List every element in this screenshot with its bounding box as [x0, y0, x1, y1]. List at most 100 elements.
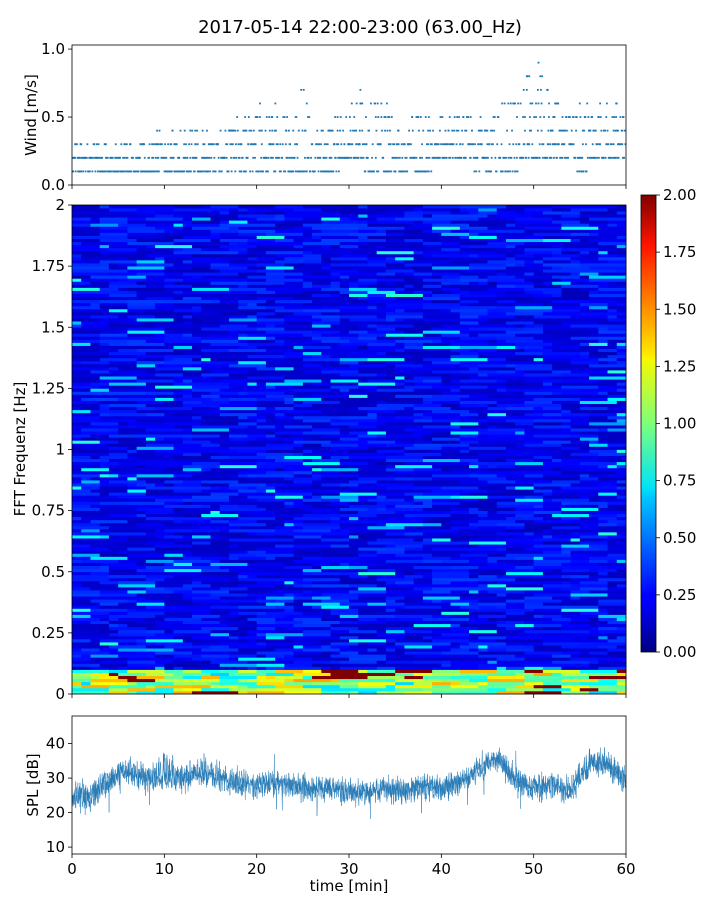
fft-cell	[136, 467, 165, 472]
fft-cell	[302, 247, 313, 252]
wind-y-ticks: 0.00.51.0	[41, 40, 72, 194]
fft-cell	[99, 452, 110, 456]
fft-cell	[275, 406, 294, 411]
fft-cell	[72, 412, 101, 417]
fft-cell	[284, 281, 304, 285]
fft-cell	[210, 684, 230, 689]
fft-cell	[598, 379, 627, 383]
fft-cell	[219, 553, 230, 557]
fft-cell	[496, 532, 525, 536]
fft-cell	[422, 315, 433, 319]
wind-point	[275, 143, 278, 146]
fft-cell	[192, 315, 230, 319]
fft-cell	[469, 376, 479, 380]
fft-cell	[164, 528, 193, 533]
fft-cell	[182, 437, 193, 441]
fft-cell	[108, 458, 138, 463]
fft-cell	[164, 421, 202, 426]
wind-point	[254, 156, 256, 159]
fft-cell	[598, 241, 627, 246]
fft-cell	[376, 501, 415, 505]
fft-cell	[542, 269, 581, 273]
wind-point	[470, 143, 473, 146]
fft-cell	[284, 614, 322, 618]
fft-cell	[118, 617, 147, 621]
fft-cell	[542, 498, 553, 502]
fft-cell	[265, 635, 285, 640]
fft-cell	[256, 480, 294, 484]
fft-cell	[182, 275, 193, 279]
fft-cell	[99, 232, 128, 236]
fft-cell	[182, 538, 193, 542]
fft-cell	[173, 660, 202, 664]
fft-cell	[561, 467, 581, 472]
fft-cell	[182, 669, 202, 673]
fft-cell	[505, 360, 544, 365]
fft-cell	[561, 602, 571, 606]
fft-cell	[265, 535, 276, 539]
wind-point	[303, 170, 306, 173]
wind-point	[381, 129, 383, 132]
fft-cell	[256, 397, 285, 401]
fft-cell	[90, 620, 110, 625]
fft-cell	[99, 660, 128, 664]
fft-cell	[422, 538, 433, 542]
fft-cell	[247, 302, 258, 307]
wind-point	[270, 156, 273, 159]
fft-cell	[395, 519, 424, 524]
fft-cell	[478, 486, 507, 490]
wind-point	[353, 129, 356, 132]
fft-cell	[238, 290, 258, 294]
fft-cell	[321, 541, 331, 545]
fft-cell	[284, 263, 304, 267]
wind-point	[615, 102, 618, 105]
fft-cell	[173, 458, 202, 463]
fft-cell	[441, 632, 470, 637]
fft-cell	[542, 394, 581, 398]
fft-cell	[330, 272, 341, 276]
fft-cell	[552, 431, 581, 435]
fft-cell	[579, 263, 608, 267]
fft-cell	[99, 590, 128, 594]
fft-cell	[496, 400, 525, 405]
fft-cell	[358, 385, 378, 389]
fft-cell	[561, 421, 590, 426]
fft-cell	[247, 660, 276, 664]
fft-cell	[385, 620, 415, 625]
fft-cell	[155, 492, 174, 496]
fft-cell	[155, 678, 184, 683]
wind-point	[604, 156, 607, 159]
wind-point	[177, 170, 180, 173]
fft-cell	[339, 516, 350, 521]
fft-cell	[302, 593, 322, 597]
fft-cell	[72, 504, 91, 508]
fft-cell	[339, 483, 359, 487]
fft-cell	[524, 260, 535, 264]
fft-cell	[99, 599, 128, 603]
fft-cell	[616, 480, 627, 484]
fft-cell	[173, 590, 193, 594]
fft-cell	[173, 425, 193, 429]
fft-cell	[321, 406, 359, 411]
fft-cell	[164, 278, 184, 282]
wind-point	[274, 102, 277, 105]
fft-cell	[422, 244, 461, 249]
fft-cell	[552, 596, 571, 600]
fft-cell	[598, 614, 627, 618]
fft-cell	[552, 293, 562, 298]
wind-point	[271, 129, 274, 132]
fft-cell	[90, 366, 110, 371]
fft-cell	[293, 421, 331, 426]
fft-cell	[192, 611, 211, 615]
fft-cell	[404, 330, 424, 334]
wind-point	[191, 129, 194, 132]
wind-point	[541, 143, 544, 146]
fft-cell	[561, 443, 590, 447]
fft-cell	[312, 590, 350, 594]
wind-point	[314, 156, 317, 159]
fft-cell	[570, 532, 590, 536]
fft-cell	[265, 299, 276, 304]
fft-cell	[265, 654, 285, 658]
fft-cell	[275, 238, 294, 243]
fft-cell	[395, 342, 405, 346]
